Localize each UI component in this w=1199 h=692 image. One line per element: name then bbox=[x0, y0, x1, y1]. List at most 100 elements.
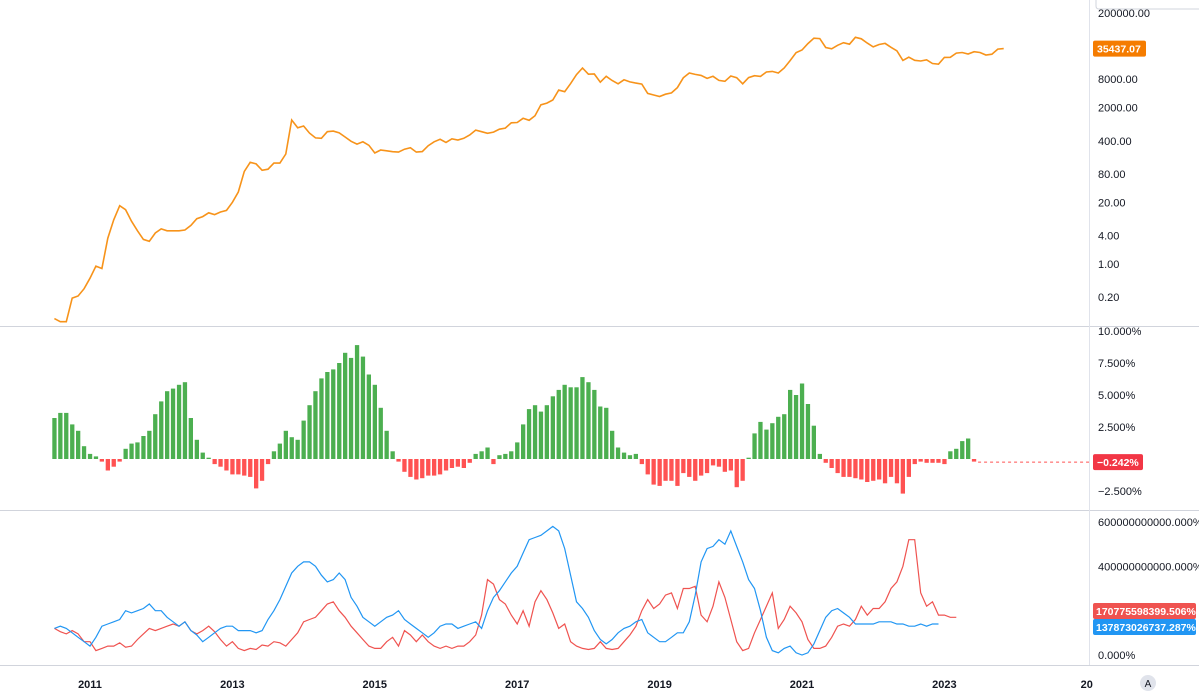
price-axis[interactable]: 200000.00 8000.00 2000.00 400.00 80.00 20.00 4… bbox=[1093, 8, 1150, 304]
histogram-bar[interactable] bbox=[271, 451, 277, 459]
histogram-bar[interactable] bbox=[639, 459, 644, 465]
histogram-bar[interactable] bbox=[366, 374, 371, 460]
histogram-bar[interactable] bbox=[230, 459, 235, 475]
histogram-bar[interactable] bbox=[568, 387, 573, 459]
histogram-bar[interactable] bbox=[900, 459, 905, 494]
histogram-bar[interactable] bbox=[242, 459, 247, 476]
histogram-bar[interactable] bbox=[123, 448, 128, 459]
histogram-bar[interactable] bbox=[485, 447, 490, 460]
histogram-bar[interactable] bbox=[81, 446, 87, 459]
histogram-bar[interactable] bbox=[752, 433, 757, 459]
histogram-bar[interactable] bbox=[331, 369, 336, 459]
histogram-bar[interactable] bbox=[426, 459, 431, 476]
histogram-bar[interactable] bbox=[971, 459, 977, 462]
histogram-bar[interactable] bbox=[76, 430, 81, 459]
histogram-bar[interactable] bbox=[734, 459, 739, 488]
histogram-bar[interactable] bbox=[562, 384, 567, 459]
histogram-bar[interactable] bbox=[788, 389, 793, 459]
histogram-bar[interactable] bbox=[710, 459, 716, 466]
histogram-bar[interactable] bbox=[467, 459, 472, 463]
histogram-bar[interactable] bbox=[93, 456, 99, 459]
histogram-bar[interactable] bbox=[888, 459, 894, 477]
histogram-bar[interactable] bbox=[645, 459, 650, 475]
histogram-bar[interactable] bbox=[776, 416, 781, 459]
histogram-bar[interactable] bbox=[117, 459, 122, 462]
histogram-bar[interactable] bbox=[348, 357, 354, 459]
histogram-bar[interactable] bbox=[544, 405, 549, 459]
histogram-bar[interactable] bbox=[805, 404, 811, 459]
oscillator-value-tag-2[interactable]: 137873026737.287% bbox=[1093, 619, 1197, 635]
histogram-value-tag[interactable]: −0.242% bbox=[1093, 454, 1143, 471]
histogram-bar[interactable] bbox=[871, 459, 876, 481]
histogram-bar[interactable] bbox=[414, 459, 419, 480]
histogram-bar[interactable] bbox=[87, 453, 93, 459]
histogram-bar[interactable] bbox=[610, 430, 615, 459]
histogram-bar[interactable] bbox=[770, 423, 775, 459]
histogram-bar[interactable] bbox=[521, 424, 526, 459]
histogram-bar[interactable] bbox=[716, 459, 722, 467]
histogram-bar[interactable] bbox=[764, 429, 769, 459]
histogram-bar[interactable] bbox=[277, 443, 282, 459]
histogram-bar[interactable] bbox=[592, 389, 597, 459]
histogram-bar[interactable] bbox=[111, 459, 116, 467]
histogram-bar[interactable] bbox=[681, 459, 686, 474]
histogram-bar[interactable] bbox=[627, 455, 633, 459]
histogram-bar[interactable] bbox=[129, 443, 134, 459]
histogram-bar[interactable] bbox=[289, 437, 294, 459]
histogram-bar[interactable] bbox=[912, 459, 917, 465]
histogram-bar[interactable] bbox=[663, 459, 668, 481]
histogram-bar[interactable] bbox=[259, 459, 265, 481]
histogram-bar[interactable] bbox=[699, 459, 704, 476]
histogram-bar[interactable] bbox=[188, 418, 193, 459]
histogram-bar[interactable] bbox=[437, 459, 443, 475]
histogram-bar[interactable] bbox=[360, 356, 366, 459]
histogram-pane[interactable] bbox=[52, 345, 1089, 494]
oscillator-pane[interactable] bbox=[54, 525, 957, 656]
histogram-bar[interactable] bbox=[894, 459, 900, 484]
oscillator-line-2[interactable] bbox=[54, 525, 939, 656]
histogram-bar[interactable] bbox=[248, 459, 253, 477]
histogram-bar[interactable] bbox=[550, 396, 555, 459]
histogram-bar[interactable] bbox=[853, 459, 858, 479]
oscillator-line-1[interactable] bbox=[54, 539, 957, 652]
price-line[interactable] bbox=[54, 36, 1004, 323]
histogram-bar[interactable] bbox=[882, 459, 888, 484]
histogram-bar[interactable] bbox=[236, 459, 241, 475]
histogram-bar[interactable] bbox=[325, 372, 330, 459]
histogram-bar[interactable] bbox=[254, 459, 259, 489]
histogram-bar[interactable] bbox=[182, 382, 188, 459]
histogram-bar[interactable] bbox=[859, 459, 864, 480]
histogram-bar[interactable] bbox=[651, 459, 656, 485]
histogram-bar[interactable] bbox=[633, 453, 638, 459]
histogram-bar[interactable] bbox=[782, 414, 787, 459]
histogram-bar[interactable] bbox=[420, 459, 425, 479]
histogram-bar[interactable] bbox=[829, 459, 834, 468]
histogram-bar[interactable] bbox=[443, 459, 449, 471]
histogram-bar[interactable] bbox=[615, 447, 621, 460]
time-axis[interactable]: 2011 2013 2015 2017 2019 2021 2023 20 bbox=[78, 679, 1093, 691]
histogram-bar[interactable] bbox=[954, 448, 959, 459]
histogram-bar[interactable] bbox=[432, 459, 437, 476]
histogram-bar[interactable] bbox=[693, 459, 698, 481]
histogram-bar[interactable] bbox=[212, 459, 217, 465]
histogram-bar[interactable] bbox=[491, 459, 496, 465]
histogram-bar[interactable] bbox=[135, 442, 140, 459]
histogram-bar[interactable] bbox=[473, 453, 478, 459]
histogram-bar[interactable] bbox=[200, 452, 205, 459]
histogram-bar[interactable] bbox=[301, 420, 306, 459]
histogram-bar[interactable] bbox=[847, 459, 852, 477]
histogram-bar[interactable] bbox=[384, 430, 389, 459]
histogram-bar[interactable] bbox=[758, 421, 763, 459]
histogram-bar[interactable] bbox=[841, 459, 846, 477]
last-price-tag[interactable]: 35437.07 bbox=[1093, 40, 1146, 57]
histogram-bar[interactable] bbox=[165, 391, 170, 459]
histogram-bar[interactable] bbox=[402, 459, 407, 472]
histogram-bar[interactable] bbox=[105, 459, 110, 471]
auto-scale-button[interactable]: A bbox=[1140, 675, 1156, 691]
histogram-bar[interactable] bbox=[687, 459, 692, 477]
histogram-bar[interactable] bbox=[865, 459, 870, 482]
histogram-bar[interactable] bbox=[396, 459, 401, 462]
histogram-bar[interactable] bbox=[704, 459, 710, 474]
top-right-widget[interactable] bbox=[1095, 0, 1199, 10]
